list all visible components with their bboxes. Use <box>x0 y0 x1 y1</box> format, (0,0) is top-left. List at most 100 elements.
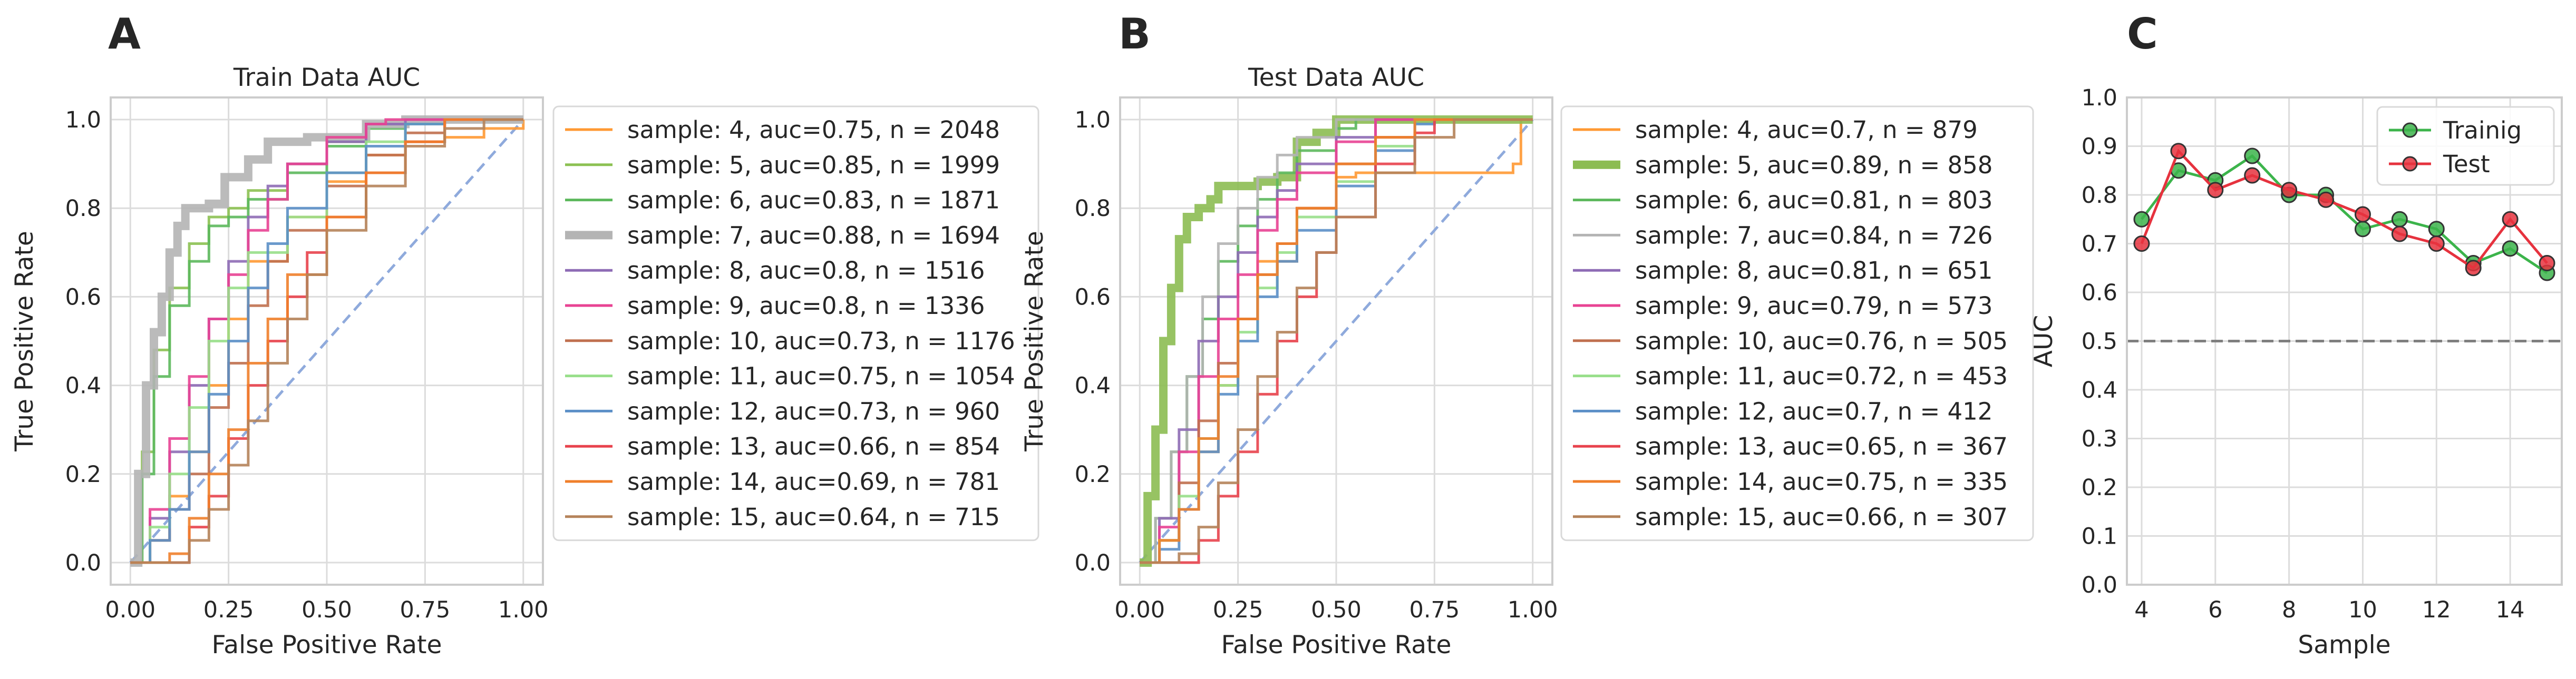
y-tick-label: 0.4 <box>65 373 101 399</box>
x-tick-label: 4 <box>2134 597 2149 623</box>
auc-point-series-1 <box>2281 182 2298 199</box>
legend-label: sample: 13, auc=0.65, n = 367 <box>1635 432 2008 460</box>
auc-point-series-1 <box>2428 235 2445 252</box>
auc-point-series-1 <box>2133 235 2150 252</box>
y-tick-label: 0.6 <box>2082 280 2117 306</box>
legend-label: sample: 4, auc=0.7, n = 879 <box>1635 116 1978 144</box>
legend-label: sample: 11, auc=0.72, n = 453 <box>1635 362 2008 390</box>
x-tick-label: 0.00 <box>1114 597 1165 623</box>
auc-point-series-0 <box>2133 211 2150 228</box>
x-tick-label: 12 <box>2422 597 2451 623</box>
legend-label: sample: 10, auc=0.76, n = 505 <box>1635 327 2008 355</box>
y-tick-label: 1.0 <box>65 107 101 133</box>
x-axis-label: False Positive Rate <box>212 631 442 660</box>
legend-label: sample: 9, auc=0.8, n = 1336 <box>627 292 985 320</box>
y-tick-label: 0.2 <box>1075 461 1111 488</box>
roc-curve-series-10 <box>1140 118 1533 564</box>
auc-point-series-1 <box>2244 167 2261 184</box>
legend-box <box>1560 105 2034 542</box>
roc-curve-series-1 <box>1140 115 1533 567</box>
x-axis-label: Sample <box>2298 631 2390 660</box>
legend-label: sample: 11, auc=0.75, n = 1054 <box>627 362 1015 390</box>
legend-label: sample: 10, auc=0.73, n = 1176 <box>627 327 1015 355</box>
panel-letter-a: A <box>108 9 141 58</box>
legend-label: sample: 15, auc=0.64, n = 715 <box>627 503 1000 531</box>
y-tick-label: 0.4 <box>1075 373 1111 399</box>
auc-point-series-0 <box>2391 211 2408 228</box>
auc-point-series-1 <box>2539 255 2555 271</box>
y-tick-label: 0.2 <box>2082 475 2117 501</box>
auc-point-series-1 <box>2502 211 2519 228</box>
legend-label: sample: 8, auc=0.81, n = 651 <box>1635 257 1992 284</box>
roc-curve-series-3 <box>1140 118 1533 564</box>
auc-point-series-0 <box>2502 240 2519 257</box>
chart-title: Test Data AUC <box>1248 63 1424 92</box>
auc-point-series-1 <box>2318 191 2335 208</box>
x-tick-label: 14 <box>2496 597 2525 623</box>
auc-point-series-1 <box>2170 143 2187 160</box>
legend-marker <box>2402 156 2418 172</box>
auc-point-series-1 <box>2465 260 2482 277</box>
chance-diagonal-line <box>129 119 524 564</box>
y-tick-label: 0.0 <box>2082 572 2117 598</box>
legend-label: sample: 14, auc=0.75, n = 335 <box>1635 468 2008 496</box>
legend-box <box>2376 106 2555 186</box>
y-tick-label: 0.7 <box>2082 231 2117 258</box>
y-axis-label: AUC <box>2029 315 2058 367</box>
x-tick-label: 10 <box>2348 597 2377 623</box>
y-tick-label: 0.9 <box>2082 134 2117 160</box>
y-tick-label: 1.0 <box>2082 85 2117 111</box>
y-tick-label: 0.8 <box>1075 195 1111 222</box>
x-tick-label: 6 <box>2208 597 2222 623</box>
panel-b-test-roc: 0.00 0.25 0.50 0.75 1.00 0.0 0.2 0.4 0.6 0.8 1.0 Fa… <box>1020 63 2034 660</box>
panel-c-auc-by-sample: 4 6 8 10 12 14 0.0 0.1 0.2 0.3 0.4 0.5 0.6 0.7 0.8 0.9 1… <box>2029 85 2563 660</box>
y-tick-label: 1.0 <box>1075 107 1111 133</box>
x-tick-label: 1.00 <box>1508 597 1558 623</box>
legend-label: sample: 8, auc=0.8, n = 1516 <box>627 257 985 284</box>
x-tick-label: 0.75 <box>400 597 450 623</box>
y-tick-label: 0.5 <box>2082 329 2117 355</box>
roc-curve-series-11 <box>130 118 523 564</box>
legend-label: sample: 6, auc=0.83, n = 1871 <box>627 186 1000 214</box>
axes-frame <box>2126 96 2563 586</box>
legend-label: sample: 15, auc=0.66, n = 307 <box>1635 503 2008 531</box>
axes-frame <box>1119 96 1553 586</box>
auc-line-series-1 <box>2140 149 2548 270</box>
y-tick-label: 0.8 <box>65 195 101 222</box>
legend-label: sample: 4, auc=0.75, n = 2048 <box>627 116 1000 144</box>
y-tick-label: 0.6 <box>65 284 101 310</box>
legend-label: sample: 12, auc=0.73, n = 960 <box>627 397 1000 425</box>
y-tick-label: 0.8 <box>2082 182 2117 209</box>
y-tick-label: 0.3 <box>2082 426 2117 452</box>
x-tick-label: 0.75 <box>1409 597 1460 623</box>
y-tick-label: 0.1 <box>2082 524 2117 550</box>
legend-marker <box>2402 122 2418 138</box>
x-tick-label: 8 <box>2282 597 2296 623</box>
panel-letter-c: C <box>2127 9 2158 58</box>
legend-label: sample: 5, auc=0.85, n = 1999 <box>627 151 1000 179</box>
x-tick-label: 0.00 <box>105 597 155 623</box>
panel-a-train-roc: 0.00 0.25 0.50 0.75 1.00 0.0 0.2 0.4 0.6 0.8 1.0 Fa… <box>10 63 1039 660</box>
auc-point-series-0 <box>2244 147 2261 164</box>
auc-point-series-0 <box>2354 221 2371 238</box>
y-tick-label: 0.6 <box>1075 284 1111 310</box>
y-tick-label: 0.0 <box>65 550 101 576</box>
x-tick-label: 0.50 <box>1311 597 1362 623</box>
legend-label: Test <box>2443 150 2490 178</box>
legend-label: Trainig <box>2443 116 2522 144</box>
y-tick-label: 0.2 <box>65 461 101 488</box>
y-tick-label: 0.4 <box>2082 377 2117 404</box>
legend-label: sample: 12, auc=0.7, n = 412 <box>1635 397 1992 425</box>
legend-box <box>552 105 1039 542</box>
panel-letter-b: B <box>1119 9 1151 58</box>
auc-point-series-1 <box>2354 206 2371 223</box>
roc-curve-series-8 <box>130 118 523 564</box>
legend-label: sample: 6, auc=0.81, n = 803 <box>1635 186 1992 214</box>
auc-point-series-0 <box>2428 221 2445 238</box>
x-axis-label: False Positive Rate <box>1221 631 1452 660</box>
x-tick-label: 0.50 <box>302 597 352 623</box>
legend-label: sample: 13, auc=0.66, n = 854 <box>627 432 1000 460</box>
legend-label: sample: 7, auc=0.88, n = 1694 <box>627 221 1000 249</box>
legend-label: sample: 5, auc=0.89, n = 858 <box>1635 151 1992 179</box>
